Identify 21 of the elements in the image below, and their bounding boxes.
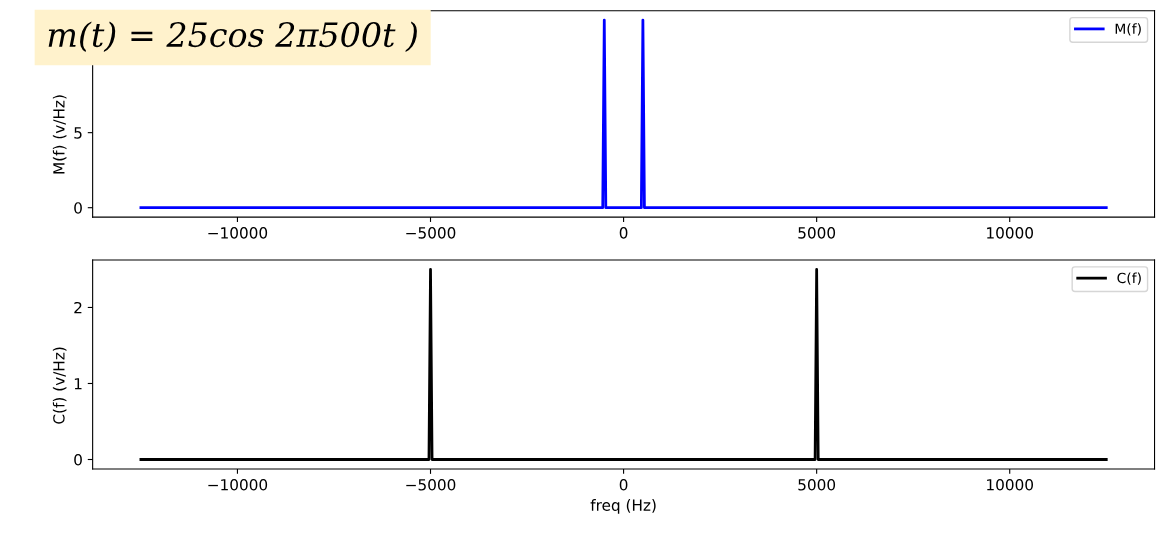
x-tick-label: 5000: [798, 227, 836, 239]
y-tick-label: 1: [74, 378, 82, 390]
y-tick-label: 0: [74, 453, 82, 466]
x-tick-label: 10000: [987, 227, 1034, 239]
legend-label: M(f): [1115, 23, 1141, 36]
y-tick-label: 5: [74, 127, 82, 139]
x-tick-label: −10000: [208, 478, 268, 491]
y-axis-title: M(f) (v/Hz): [52, 95, 67, 174]
x-axis-title: freq (Hz): [590, 499, 656, 514]
legend-label: C(f): [1117, 272, 1141, 285]
annotation: m(t) = 25cos 2π500t ): [48, 21, 417, 52]
x-tick-label: 5000: [798, 478, 836, 491]
y-axis-title: C(f) (v/Hz): [52, 347, 67, 424]
y-tick-label: 0: [74, 202, 82, 214]
y-tick-label: 2: [74, 301, 82, 314]
x-tick-label: 0: [619, 478, 628, 491]
x-tick-label: 10000: [987, 478, 1034, 491]
x-tick-label: −5000: [406, 478, 456, 491]
x-tick-label: 0: [619, 227, 628, 239]
x-tick-label: −10000: [208, 227, 268, 239]
x-tick-label: −5000: [406, 227, 456, 239]
